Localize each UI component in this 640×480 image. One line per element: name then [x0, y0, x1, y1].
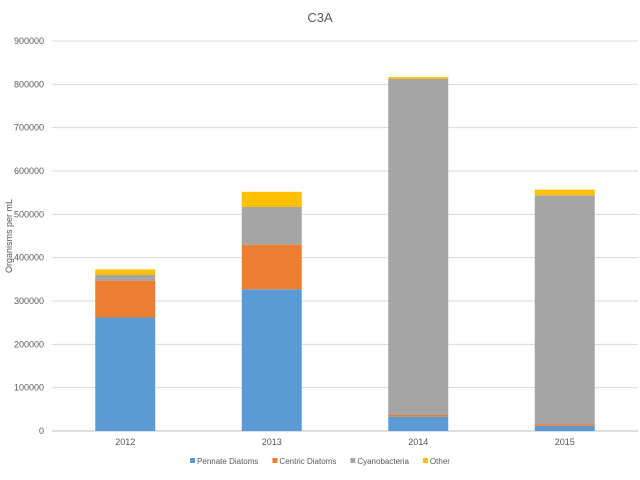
y-tick-label: 700000	[14, 123, 44, 133]
legend-item-cyanobacteria: Cyanobacteria	[350, 457, 409, 466]
legend-swatch	[422, 458, 428, 463]
bar-other-2014	[388, 76, 449, 79]
x-tick-label: 2012	[115, 437, 135, 447]
bar-pennate-diatoms-2015	[534, 425, 595, 431]
legend-label: Pennate Diatoms	[197, 457, 258, 466]
legend-swatch	[272, 458, 278, 463]
bar-cyanobacteria-2012	[95, 275, 156, 281]
legend: Pennate Diatoms Centric Diatoms Cyanobacte…	[190, 457, 450, 466]
bar-cyanobacteria-2013	[241, 206, 302, 245]
bar-cyanobacteria-2015	[534, 195, 595, 425]
x-axis-tick-labels: 2012 2013 2014 2015	[115, 437, 575, 447]
bar-centric-diatoms-2012	[95, 280, 156, 318]
legend-item-centric-diatoms: Centric Diatoms	[272, 457, 336, 466]
bar-centric-diatoms-2013	[241, 244, 302, 290]
legend-label: Cyanobacteria	[357, 457, 409, 466]
bar-pennate-diatoms-2013	[241, 289, 302, 431]
y-axis-title: Organisms per mL	[4, 199, 14, 273]
y-tick-label: 300000	[14, 296, 44, 306]
x-tick-label: 2013	[262, 437, 282, 447]
y-tick-label: 500000	[14, 209, 44, 219]
bar-centric-diatoms-2015	[534, 424, 595, 426]
legend-swatch	[350, 458, 356, 463]
bar-pennate-diatoms-2014	[388, 416, 449, 431]
bar-other-2012	[95, 269, 156, 275]
y-tick-label: 900000	[14, 36, 44, 46]
legend-item-other: Other	[422, 457, 450, 466]
legend-item-pennate-diatoms: Pennate Diatoms	[190, 457, 258, 466]
y-tick-label: 200000	[14, 339, 44, 349]
legend-swatch	[190, 458, 196, 463]
bar-other-2015	[534, 189, 595, 196]
y-tick-label: 100000	[14, 383, 44, 393]
y-tick-label: 400000	[14, 253, 44, 263]
bar-pennate-diatoms-2012	[95, 317, 156, 431]
bar-cyanobacteria-2014	[388, 78, 449, 415]
y-tick-label: 600000	[14, 166, 44, 176]
chart-title: C3A	[307, 10, 333, 25]
y-axis-tick-labels: 0 100000 200000 300000 400000 500000 600000 700…	[14, 36, 44, 436]
y-tick-label: 800000	[14, 79, 44, 89]
bar-centric-diatoms-2014	[388, 414, 449, 417]
legend-label: Centric Diatoms	[279, 457, 336, 466]
legend-label: Other	[430, 457, 450, 466]
x-tick-label: 2014	[408, 437, 428, 447]
bars	[95, 76, 595, 431]
bar-other-2013	[241, 191, 302, 207]
x-tick-label: 2015	[555, 437, 575, 447]
y-tick-label: 0	[39, 426, 44, 436]
